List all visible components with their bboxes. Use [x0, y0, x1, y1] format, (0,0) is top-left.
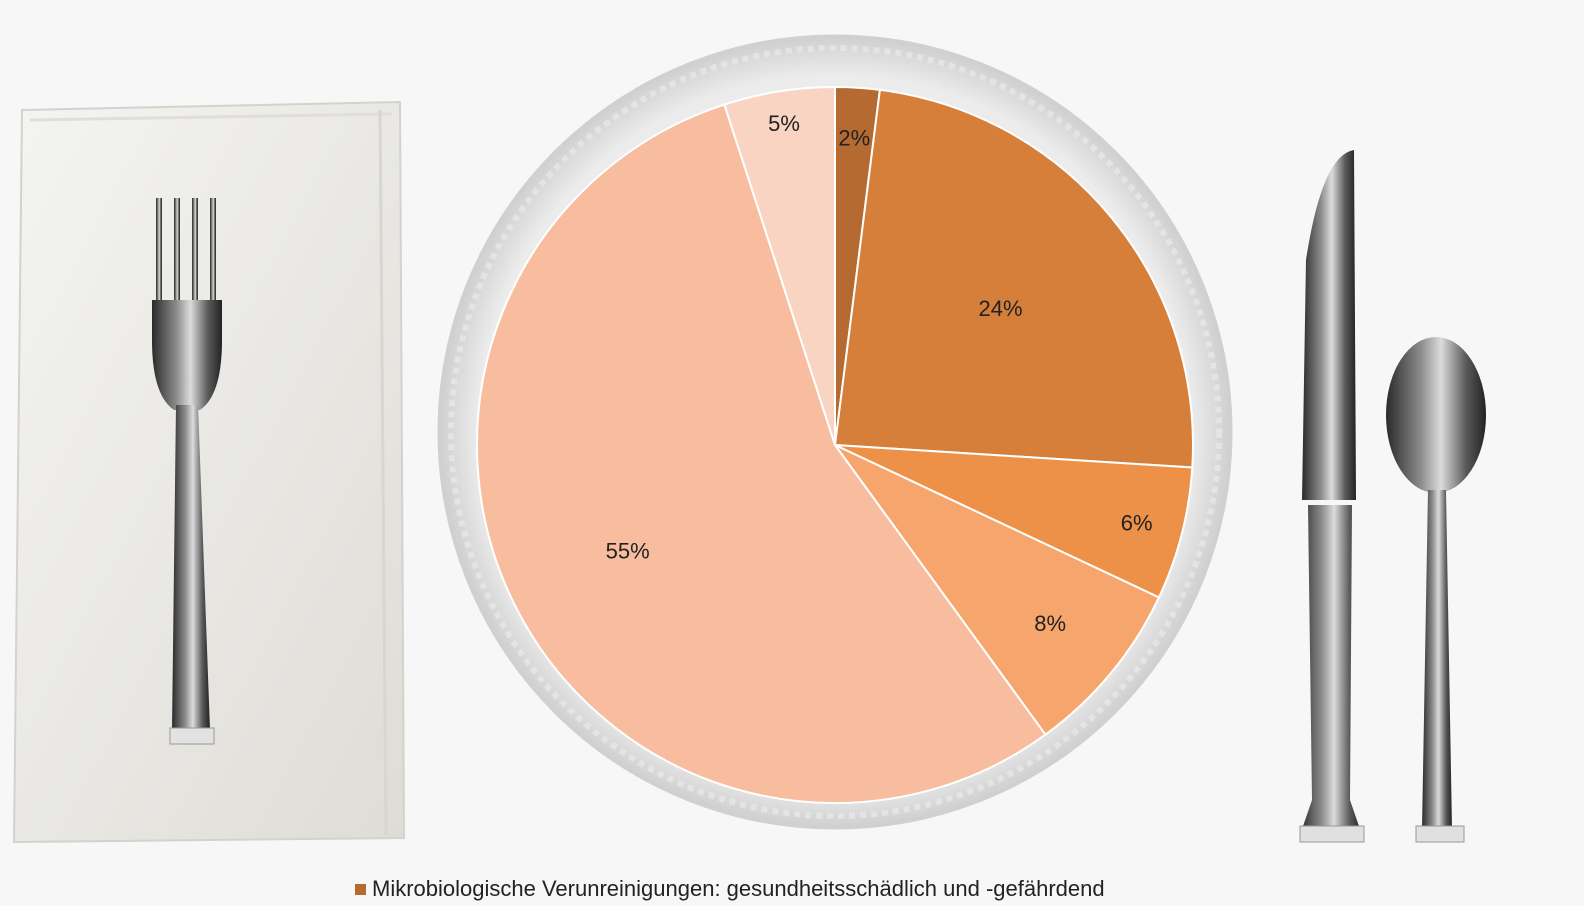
legend-swatch — [355, 883, 366, 895]
pie-slice-label: 55% — [606, 539, 650, 564]
pie-slice-label: 24% — [978, 296, 1022, 321]
pie-slice — [834, 444, 1161, 737]
chart-legend: Mikrobiologische Verunreinigungen: gesun… — [355, 876, 1105, 902]
pie-slice-label: 2% — [838, 126, 870, 151]
pie-slice — [723, 85, 836, 446]
legend-entry-label: Mikrobiologische Verunreinigungen: gesun… — [372, 876, 1105, 901]
pie-slice-label: 6% — [1121, 510, 1153, 535]
pie-slice-label: 5% — [768, 111, 800, 136]
pie-slice — [833, 88, 1194, 469]
spoon-icon — [1386, 337, 1486, 843]
pie-slice — [834, 444, 1194, 599]
pie-slice — [476, 103, 1047, 804]
knife-icon — [1299, 150, 1365, 843]
pie-chart: 2% 24% 6% 8% 55% 5% — [476, 85, 1194, 804]
pie-slice-label: 8% — [1034, 611, 1066, 636]
napkin-icon — [12, 100, 406, 844]
fork-icon — [152, 198, 222, 745]
